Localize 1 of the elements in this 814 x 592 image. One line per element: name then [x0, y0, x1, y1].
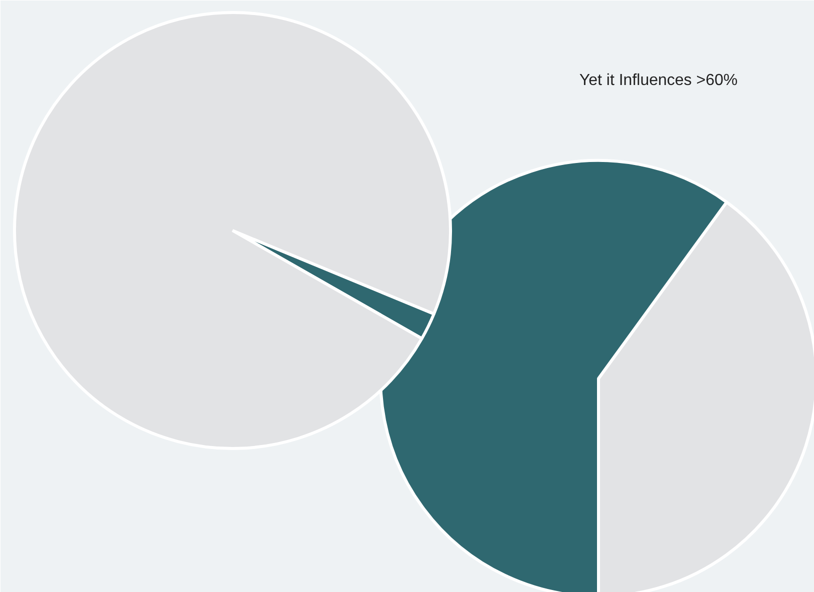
- chart-title: Yet it Influences >60%: [579, 72, 738, 89]
